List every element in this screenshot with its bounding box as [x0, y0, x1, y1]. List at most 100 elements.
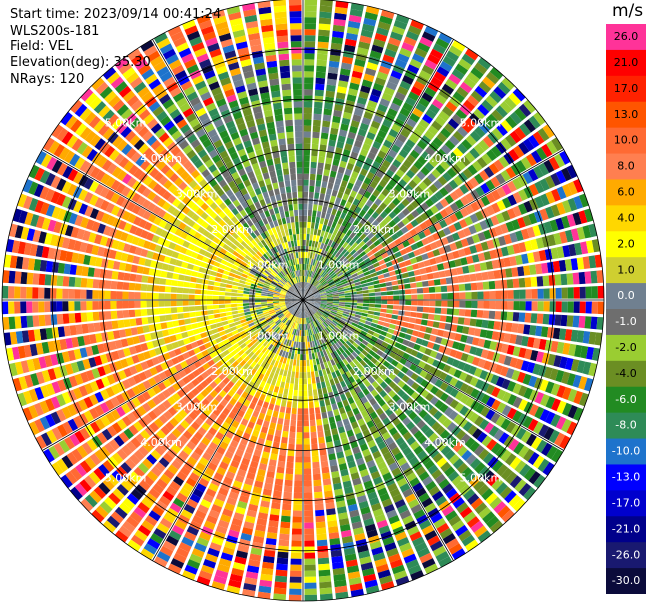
- ray-gate: [483, 166, 495, 178]
- ray-gate: [305, 317, 307, 324]
- ray-gate: [347, 503, 358, 512]
- ray-gate: [325, 348, 330, 355]
- ray-gate: [457, 248, 466, 258]
- ray-gate: [360, 279, 367, 285]
- ray-gate: [103, 364, 112, 375]
- ray-gate: [214, 318, 222, 323]
- ray-gate: [357, 391, 365, 399]
- ray-gate: [413, 144, 424, 155]
- ray-gate: [51, 427, 63, 441]
- ray-gate: [218, 389, 227, 398]
- ray-gate: [224, 266, 232, 272]
- ray-gate: [286, 339, 290, 346]
- ray-gate: [373, 342, 381, 349]
- ray-gate: [99, 402, 110, 414]
- ray-gate: [34, 418, 45, 433]
- ray-gate: [495, 446, 507, 459]
- ray-gate: [348, 216, 355, 224]
- ray-gate: [486, 515, 500, 529]
- ray-gate: [28, 164, 40, 179]
- ray-gate: [466, 72, 480, 84]
- ray-gate: [345, 253, 352, 260]
- ray-gate: [322, 322, 327, 328]
- ray-gate: [377, 103, 388, 113]
- ray-gate: [251, 280, 258, 285]
- ray-gate: [381, 341, 389, 348]
- ray-gate: [215, 569, 229, 579]
- ray-gate: [517, 371, 526, 383]
- ray-gate: [445, 101, 458, 113]
- ray-gate: [255, 292, 262, 296]
- ray-gate: [292, 302, 298, 306]
- ray-gate: [467, 164, 478, 176]
- ray-gate: [163, 410, 173, 421]
- ray-gate: [128, 282, 136, 291]
- ray-gate: [250, 286, 257, 290]
- ray-gate: [238, 264, 246, 270]
- ray-gate: [363, 111, 374, 120]
- ray-gate: [342, 206, 349, 214]
- ray-gate: [85, 243, 94, 254]
- ray-gate: [222, 255, 230, 262]
- ray-gate: [193, 245, 201, 253]
- ray-gate: [427, 53, 441, 65]
- ray-gate: [304, 282, 306, 289]
- ray-gate: [260, 457, 269, 465]
- ray-gate: [261, 567, 274, 576]
- ray-gate: [332, 319, 339, 325]
- ray-gate: [543, 288, 550, 299]
- ray-gate: [51, 327, 59, 339]
- ray-gate: [200, 261, 208, 268]
- ray-gate: [388, 219, 397, 228]
- ray-gate: [212, 408, 221, 417]
- ray-gate: [439, 528, 453, 540]
- ray-gate: [440, 127, 452, 139]
- ray-gate: [482, 470, 495, 483]
- ray-gate: [146, 300, 153, 308]
- ray-gate: [319, 305, 326, 309]
- ray-gate: [291, 371, 296, 378]
- ray-gate: [431, 264, 439, 272]
- ray-gate: [118, 502, 132, 515]
- ray-gate: [391, 280, 399, 286]
- ray-gate: [562, 402, 573, 417]
- ray-gate: [331, 330, 337, 336]
- ray-gate: [280, 323, 286, 330]
- ray-gate: [331, 555, 344, 564]
- ray-gate: [267, 364, 274, 372]
- ray-gate: [156, 330, 164, 339]
- ray-gate: [307, 215, 312, 223]
- ray-gate: [202, 337, 210, 344]
- ray-gate: [159, 441, 170, 452]
- ray-gate: [349, 232, 356, 239]
- ray-gate: [170, 558, 185, 569]
- ray-gate: [347, 329, 354, 336]
- ray-gate: [483, 422, 495, 434]
- ray-gate: [356, 294, 364, 297]
- ray-gate: [541, 262, 549, 274]
- ray-gate: [539, 208, 549, 221]
- ray-gate: [105, 321, 113, 330]
- ray-gate: [439, 198, 449, 208]
- ray-gate: [422, 113, 433, 124]
- ray-gate: [322, 114, 332, 122]
- ray-gate: [509, 130, 522, 144]
- ray-gate: [178, 542, 192, 553]
- ray-gate: [248, 503, 259, 512]
- ray-gate: [182, 306, 190, 312]
- ray-gate: [195, 311, 202, 317]
- ray-gate: [496, 199, 506, 211]
- ray-gate: [135, 274, 143, 283]
- ray-gate: [501, 509, 515, 523]
- ray-gate: [306, 264, 309, 271]
- ray-gate: [50, 314, 58, 326]
- ray-gate: [356, 257, 364, 264]
- ray-gate: [481, 153, 493, 165]
- ray-gate: [523, 99, 536, 114]
- ray-gate: [215, 525, 228, 535]
- ray-gate: [307, 304, 312, 309]
- ray-gate: [344, 290, 351, 294]
- ray-gate: [259, 328, 266, 334]
- ray-gate: [166, 321, 174, 329]
- ray-gate: [352, 145, 361, 154]
